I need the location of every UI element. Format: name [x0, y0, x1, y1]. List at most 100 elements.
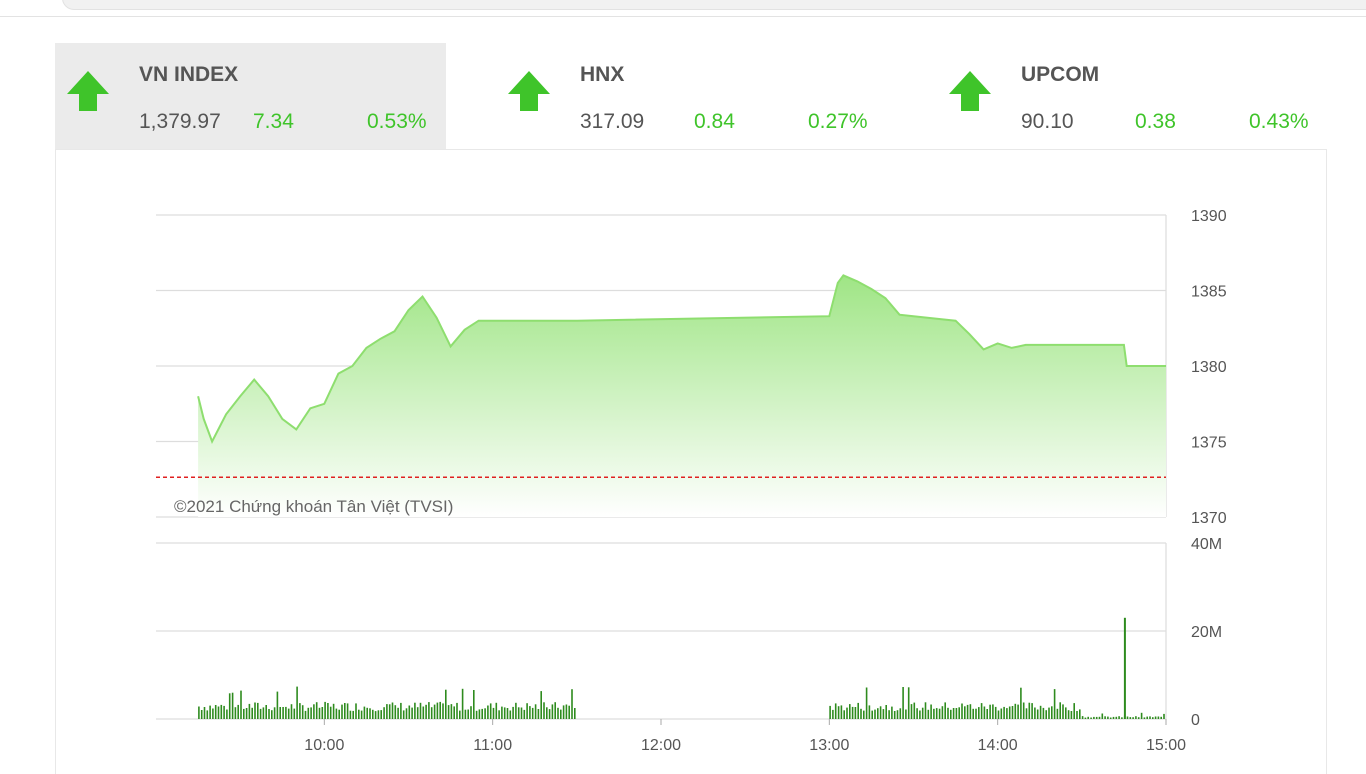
volume-bar — [400, 702, 402, 719]
arrow-up-icon — [508, 71, 550, 111]
browser-top-bar — [0, 0, 1366, 17]
volume-bar — [829, 705, 831, 719]
volume-bar — [893, 711, 896, 719]
volume-bar — [526, 703, 528, 719]
volume-bar — [854, 707, 857, 719]
volume-bar — [1115, 716, 1118, 719]
volume-bar — [1112, 716, 1115, 719]
volume-bar — [248, 703, 251, 719]
volume-bar — [512, 706, 514, 719]
volume-bar — [885, 705, 887, 719]
volume-bar — [955, 708, 958, 719]
volume-bar — [285, 706, 287, 719]
volume-bar — [938, 708, 941, 719]
volume-bar — [245, 708, 248, 719]
volume-bar — [1146, 716, 1148, 719]
volume-bar — [537, 709, 540, 719]
volume-bar — [1154, 716, 1157, 719]
volume-bar — [271, 710, 273, 719]
volume-bar — [335, 708, 338, 719]
address-bar[interactable] — [62, 0, 1366, 10]
volume-bar — [986, 709, 988, 719]
index-card-hnx[interactable]: HNX 317.09 0.84 0.27% — [496, 43, 887, 149]
volume-bar — [554, 702, 556, 719]
volume-bar — [257, 702, 259, 719]
volume-bar — [377, 710, 380, 719]
volume-bar — [332, 703, 335, 719]
volume-bar — [254, 702, 256, 719]
volume-bar — [509, 710, 512, 719]
volume-bar — [338, 709, 340, 719]
volume-bar — [1039, 705, 1042, 719]
volume-bar — [964, 706, 966, 719]
volume-bar — [416, 707, 419, 719]
index-card-upcom[interactable]: UPCOM 90.10 0.38 0.43% — [937, 43, 1328, 149]
volume-bar — [868, 705, 871, 719]
volume-bar — [891, 706, 893, 719]
volume-bar — [910, 704, 913, 719]
volume-bar — [1059, 702, 1061, 719]
volume-bar — [220, 704, 223, 719]
volume-bar — [307, 707, 310, 719]
volume-bar — [978, 707, 980, 719]
volume-bar — [992, 704, 994, 719]
volume-bar — [972, 708, 974, 719]
volume-bar — [834, 703, 837, 719]
volume-bar — [863, 710, 865, 719]
time-tick-label: 14:00 — [978, 737, 1018, 754]
volume-bar — [1152, 717, 1154, 719]
volume-bar — [1143, 717, 1146, 719]
volume-bar — [950, 709, 952, 719]
volume-bar — [262, 707, 265, 719]
volume-bar — [1028, 702, 1031, 719]
volume-spike-bar — [1123, 617, 1126, 719]
volume-bar — [1109, 717, 1112, 719]
volume-bar — [1090, 717, 1092, 719]
volume-bar — [1101, 713, 1104, 719]
volume-bar — [1093, 716, 1095, 719]
volume-bar — [1079, 709, 1081, 719]
volume-bar — [450, 704, 453, 719]
index-value: 1,379.97 — [139, 110, 221, 133]
volume-bar — [1031, 703, 1033, 719]
volume-bar — [1045, 710, 1047, 719]
volume-bar — [498, 710, 500, 719]
volume-bar — [551, 704, 554, 719]
volume-bar — [907, 687, 910, 719]
volume-bar — [1036, 709, 1039, 719]
volume-bar — [503, 707, 506, 719]
index-value: 317.09 — [580, 110, 645, 133]
volume-bar — [1003, 706, 1005, 719]
volume-bar — [933, 708, 935, 719]
index-percent: 0.43% — [1249, 110, 1309, 133]
volume-bar — [456, 702, 458, 719]
volume-bar — [383, 707, 385, 719]
volume-bar — [346, 703, 349, 719]
volume-bar — [231, 692, 234, 719]
volume-bar — [1095, 716, 1098, 719]
volume-bar — [394, 705, 397, 719]
volume-bar — [1118, 716, 1120, 719]
volume-bar — [1070, 711, 1073, 719]
volume-bar — [329, 706, 332, 719]
volume-bar — [865, 687, 868, 719]
volume-bar — [877, 708, 879, 719]
intraday-chart[interactable]: ©2021 Chứng khoán Tân Việt (TVSI) 139013… — [56, 150, 1328, 769]
volume-bar — [1132, 717, 1134, 719]
index-card-vn-index[interactable]: VN INDEX 1,379.97 7.34 0.53% — [55, 43, 446, 149]
volume-bar — [397, 707, 399, 719]
volume-bar — [1025, 708, 1028, 719]
time-x-axis: 10:00 11:00 12:00 13:00 14:00 15:00 — [304, 719, 1186, 754]
volume-bar — [240, 690, 242, 719]
volume-bar — [961, 703, 963, 719]
volume-bar — [481, 708, 483, 719]
volume-bar — [921, 707, 924, 719]
volume-bar — [882, 709, 885, 719]
price-line — [197, 274, 1166, 444]
volume-bar — [1137, 717, 1140, 719]
volume-bar — [203, 707, 206, 719]
volume-bar — [1017, 704, 1019, 719]
volume-bar — [874, 709, 876, 719]
volume-bar — [349, 710, 352, 719]
volume-bar — [414, 702, 416, 719]
